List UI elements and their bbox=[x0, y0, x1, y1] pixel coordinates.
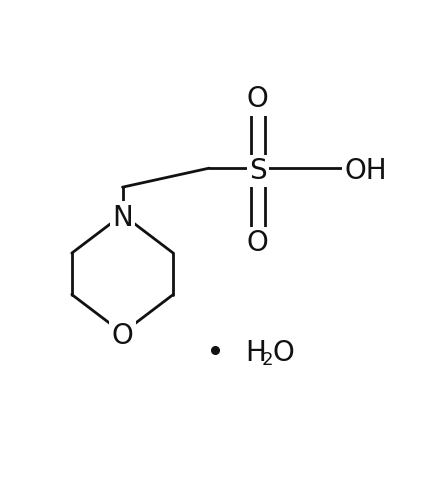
Text: O: O bbox=[111, 322, 133, 350]
Text: OH: OH bbox=[344, 157, 386, 185]
Text: O: O bbox=[246, 85, 268, 113]
Text: 2: 2 bbox=[261, 350, 272, 369]
Text: H: H bbox=[245, 339, 265, 367]
Text: O: O bbox=[246, 229, 268, 257]
Text: O: O bbox=[272, 339, 294, 367]
Text: N: N bbox=[112, 204, 132, 232]
Text: S: S bbox=[249, 157, 266, 185]
